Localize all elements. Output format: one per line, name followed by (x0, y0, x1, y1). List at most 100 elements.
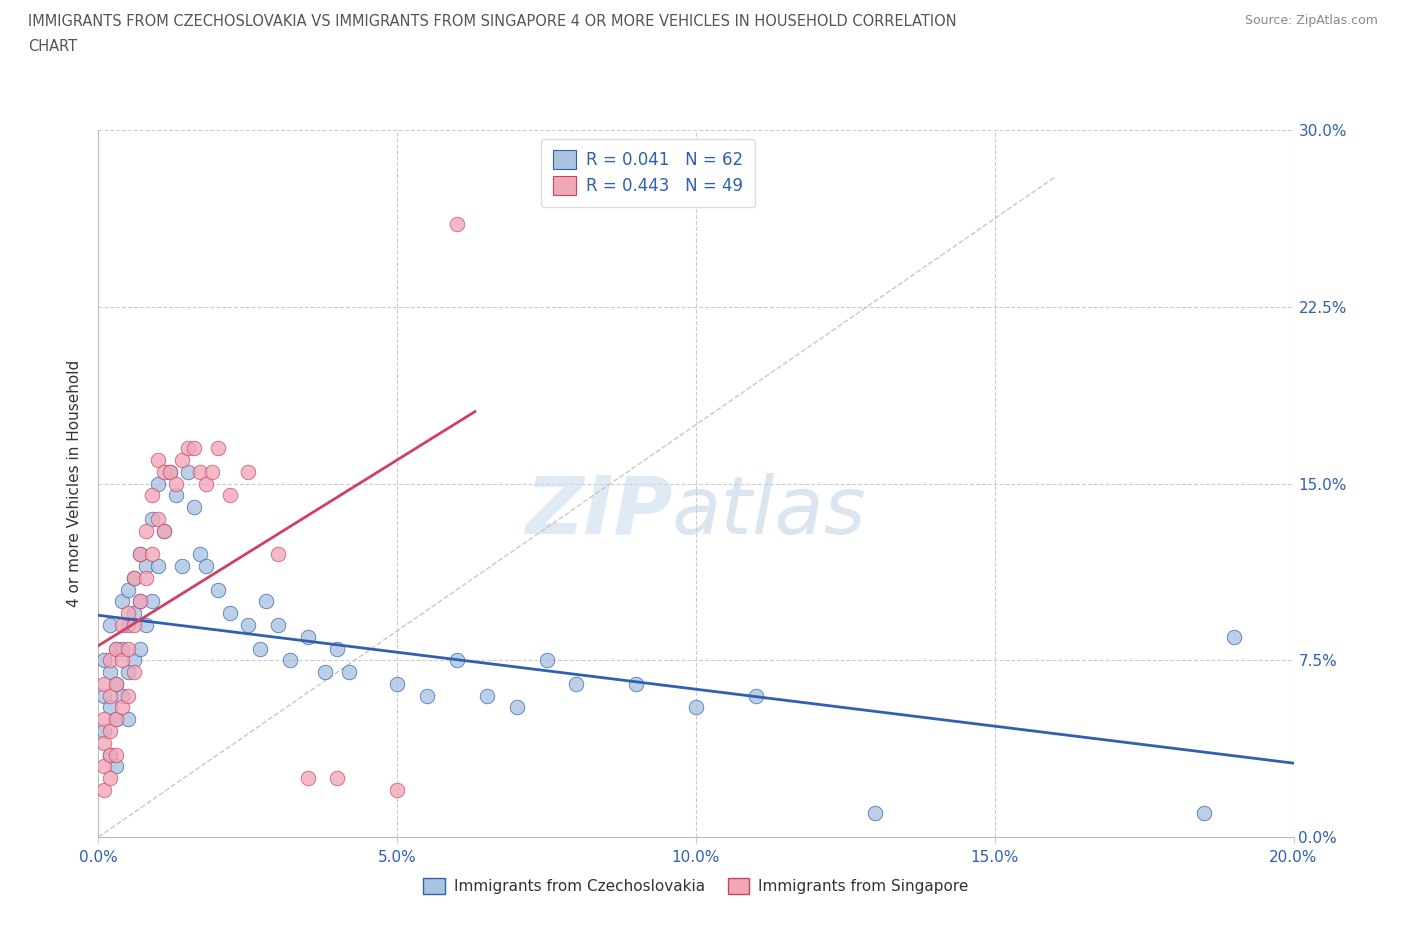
Point (297, 630, 319, 644)
Point (195, 559, 218, 574)
Point (93, 736, 115, 751)
Text: CHART: CHART (28, 39, 77, 54)
Point (105, 759, 128, 774)
Point (153, 524, 176, 538)
Point (93, 711, 115, 726)
Point (129, 547, 152, 562)
Point (177, 464, 200, 479)
Point (135, 524, 157, 538)
Point (188, 464, 211, 479)
Point (183, 441, 205, 456)
Point (105, 641, 128, 656)
Point (236, 464, 259, 479)
Text: atlas: atlas (672, 472, 868, 551)
Point (141, 488, 163, 503)
Point (93, 688, 115, 703)
Point (254, 594, 277, 609)
Point (117, 605, 139, 620)
Point (111, 700, 134, 715)
Legend: Immigrants from Czechoslovakia, Immigrants from Singapore: Immigrants from Czechoslovakia, Immigran… (418, 871, 974, 900)
Point (117, 688, 139, 703)
Point (148, 453, 170, 468)
Point (506, 700, 529, 715)
Point (536, 653, 558, 668)
Point (124, 665, 146, 680)
Point (117, 665, 139, 680)
Point (165, 488, 187, 503)
Point (141, 547, 163, 562)
Point (105, 676, 128, 691)
Point (153, 524, 176, 538)
Point (326, 641, 349, 656)
Point (111, 653, 134, 668)
Point (100, 747, 122, 762)
Point (100, 724, 122, 738)
Point (865, 806, 887, 821)
Point (100, 688, 122, 703)
Point (100, 653, 122, 668)
Point (93, 653, 115, 668)
Point (278, 653, 301, 668)
Point (129, 547, 152, 562)
Point (153, 464, 176, 479)
Point (135, 618, 157, 632)
Point (267, 547, 290, 562)
Point (446, 217, 468, 232)
Point (177, 441, 200, 456)
Y-axis label: 4 or more Vehicles in Household: 4 or more Vehicles in Household (67, 360, 83, 607)
Point (172, 453, 194, 468)
Point (207, 582, 229, 597)
Point (100, 700, 122, 715)
Point (1192, 806, 1215, 821)
Point (105, 711, 128, 726)
Point (93, 782, 115, 797)
Point (93, 759, 115, 774)
Point (100, 618, 122, 632)
Point (219, 488, 242, 503)
Point (195, 476, 218, 491)
Point (385, 782, 409, 797)
Point (385, 676, 409, 691)
Point (135, 570, 157, 585)
Point (111, 688, 134, 703)
Point (416, 688, 439, 703)
Point (165, 476, 187, 491)
Point (207, 441, 229, 456)
Point (135, 559, 157, 574)
Point (93, 676, 115, 691)
Point (117, 711, 139, 726)
Point (141, 594, 163, 609)
Point (339, 665, 360, 680)
Point (219, 605, 242, 620)
Point (111, 641, 134, 656)
Point (159, 464, 181, 479)
Point (124, 618, 146, 632)
Point (105, 711, 128, 726)
Point (183, 499, 205, 514)
Point (745, 688, 768, 703)
Point (141, 512, 163, 526)
Point (326, 771, 349, 786)
Point (117, 582, 139, 597)
Point (105, 747, 128, 762)
Point (105, 676, 128, 691)
Text: IMMIGRANTS FROM CZECHOSLOVAKIA VS IMMIGRANTS FROM SINGAPORE 4 OR MORE VEHICLES I: IMMIGRANTS FROM CZECHOSLOVAKIA VS IMMIGR… (28, 14, 956, 29)
Point (172, 559, 194, 574)
Point (315, 665, 337, 680)
Point (124, 570, 146, 585)
Point (685, 700, 707, 715)
Point (201, 464, 224, 479)
Point (626, 676, 648, 691)
Point (159, 464, 181, 479)
Point (148, 512, 170, 526)
Point (117, 641, 139, 656)
Point (111, 618, 134, 632)
Point (1223, 630, 1246, 644)
Point (100, 747, 122, 762)
Point (267, 618, 290, 632)
Point (129, 641, 152, 656)
Point (129, 594, 152, 609)
Point (297, 771, 319, 786)
Point (105, 641, 128, 656)
Point (111, 594, 134, 609)
